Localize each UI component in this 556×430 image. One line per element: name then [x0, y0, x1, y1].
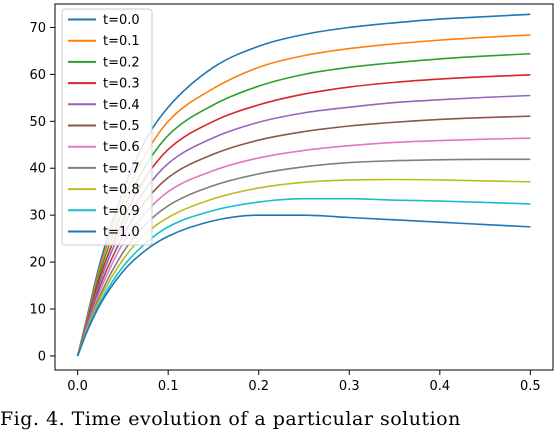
series-line-7	[76, 158, 531, 357]
legend-label-0: t=0.0	[103, 13, 140, 28]
series-line-10	[76, 214, 531, 357]
x-tick-label: 0.3	[339, 379, 360, 394]
y-tick-label: 40	[29, 162, 46, 177]
y-tick-label: 50	[29, 115, 46, 130]
x-tick-label: 0.5	[520, 379, 541, 394]
x-tick-label: 0.0	[67, 379, 88, 394]
legend: t=0.0 t=0.1 t=0.2 t=0.3 t=0.4 t=0.5 t=0.6 t=0.7…	[61, 8, 153, 246]
legend-label-4: t=0.4	[103, 98, 140, 113]
y-tick-label: 10	[29, 303, 46, 318]
series-line-0	[76, 13, 531, 357]
series-line-4	[76, 94, 531, 357]
y-tick-label: 0	[38, 349, 46, 364]
legend-label-2: t=0.2	[103, 55, 140, 70]
y-tick-label: 60	[29, 68, 46, 83]
legend-label-3: t=0.3	[103, 77, 140, 92]
x-tick-label: 0.2	[248, 379, 269, 394]
series-line-3	[76, 74, 531, 357]
x-tick-label: 0.1	[158, 379, 179, 394]
series-line-2	[76, 52, 531, 357]
axes-frame	[54, 3, 554, 371]
series-line-5	[76, 115, 531, 357]
legend-label-9: t=0.9	[103, 204, 140, 219]
figure-caption: Fig. 4. Time evolution of a particular s…	[0, 408, 461, 430]
y-axis: 0 10 20 30 40 50 60 70	[29, 21, 55, 364]
legend-label-8: t=0.8	[103, 183, 140, 198]
legend-label-10: t=1.0	[103, 225, 140, 240]
x-axis: 0.0 0.1 0.2 0.3 0.4 0.5	[67, 370, 541, 394]
line-chart: 0.0 0.1 0.2 0.3 0.4 0.5 0 10 20 30 40 50 60 70 t=0.0…	[29, 3, 554, 394]
y-tick-label: 20	[29, 256, 46, 271]
legend-label-5: t=0.5	[103, 119, 140, 134]
series-line-1	[76, 34, 531, 357]
series-line-9	[76, 197, 531, 357]
y-tick-label: 70	[29, 21, 46, 36]
series-line-6	[76, 137, 531, 357]
legend-frame	[61, 8, 153, 246]
series-line-8	[76, 178, 531, 357]
x-tick-label: 0.4	[429, 379, 450, 394]
legend-label-7: t=0.7	[103, 161, 140, 176]
legend-label-1: t=0.1	[103, 34, 140, 49]
legend-label-6: t=0.6	[103, 140, 140, 155]
plot-lines	[76, 13, 531, 357]
y-tick-label: 30	[29, 209, 46, 224]
